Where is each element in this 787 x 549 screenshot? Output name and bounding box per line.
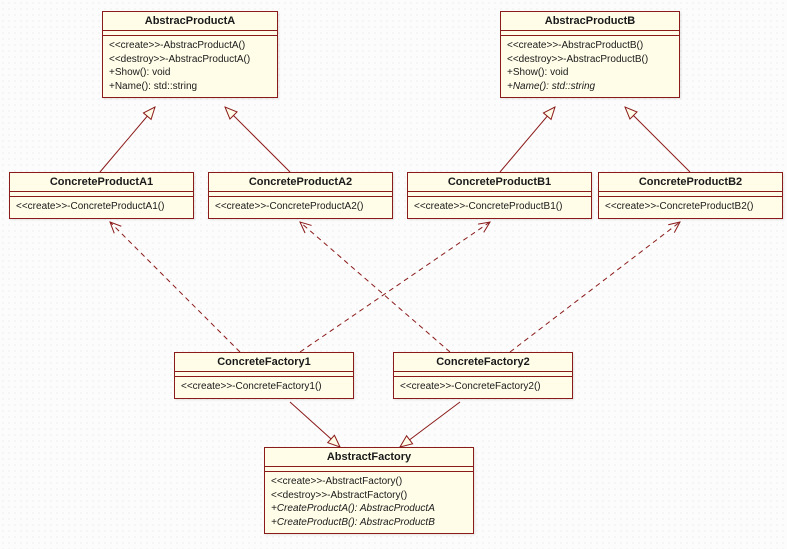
operation-row: <<create>>-AbstracProductB(): [507, 39, 673, 53]
generalization-arrow: [400, 402, 460, 447]
class-concreteFactory2: ConcreteFactory2 <<create>>-ConcreteFacto…: [393, 352, 573, 399]
operation-row: <<create>>-ConcreteFactory1(): [181, 380, 347, 394]
class-title: AbstractFactory: [265, 448, 473, 467]
operation-row: <<destroy>>-AbstracProductA(): [109, 53, 271, 67]
class-abstractFactory: AbstractFactory <<create>>-AbstractFactor…: [264, 447, 474, 534]
class-abstractProductB: AbstracProductB <<create>>-AbstracProduct…: [500, 11, 680, 98]
operation-row: +Show(): void: [109, 66, 271, 80]
dependency-arrow: [300, 222, 450, 352]
class-title: ConcreteFactory2: [394, 353, 572, 372]
class-concreteProductB1: ConcreteProductB1 <<create>>-ConcreteProd…: [407, 172, 592, 219]
generalization-arrow: [290, 402, 340, 447]
generalization-arrow: [625, 107, 690, 172]
operation-row: <<destroy>>-AbstractFactory(): [271, 489, 467, 503]
class-title: ConcreteProductA2: [209, 173, 392, 192]
operations-compartment: <<create>>-ConcreteProductB2(): [599, 197, 782, 218]
operation-row: +CreateProductB(): AbstracProductB: [271, 516, 467, 530]
operations-compartment: <<create>>-ConcreteProductB1(): [408, 197, 591, 218]
class-title: ConcreteProductA1: [10, 173, 193, 192]
class-title: AbstracProductA: [103, 12, 277, 31]
operations-compartment: <<create>>-ConcreteFactory1(): [175, 377, 353, 398]
generalization-arrow: [100, 107, 155, 172]
operation-row: +CreateProductA(): AbstracProductA: [271, 502, 467, 516]
class-title: ConcreteProductB2: [599, 173, 782, 192]
class-title: ConcreteProductB1: [408, 173, 591, 192]
dependency-arrow: [510, 222, 680, 352]
operations-compartment: <<create>>-AbstractFactory()<<destroy>>-…: [265, 472, 473, 533]
dependency-arrow: [300, 222, 490, 352]
operation-row: <<create>>-ConcreteProductB2(): [605, 200, 776, 214]
class-concreteFactory1: ConcreteFactory1 <<create>>-ConcreteFacto…: [174, 352, 354, 399]
operation-row: <<create>>-AbstracProductA(): [109, 39, 271, 53]
operation-row: <<create>>-ConcreteProductB1(): [414, 200, 585, 214]
operation-row: +Name(): std::string: [109, 80, 271, 94]
operation-row: <<create>>-ConcreteProductA1(): [16, 200, 187, 214]
operations-compartment: <<create>>-ConcreteFactory2(): [394, 377, 572, 398]
operation-row: <<create>>-ConcreteFactory2(): [400, 380, 566, 394]
operations-compartment: <<create>>-AbstracProductB()<<destroy>>-…: [501, 36, 679, 97]
operation-row: +Name(): std::string: [507, 80, 673, 94]
operations-compartment: <<create>>-AbstracProductA()<<destroy>>-…: [103, 36, 277, 97]
operations-compartment: <<create>>-ConcreteProductA1(): [10, 197, 193, 218]
operation-row: +Show(): void: [507, 66, 673, 80]
class-title: AbstracProductB: [501, 12, 679, 31]
class-concreteProductA1: ConcreteProductA1 <<create>>-ConcreteProd…: [9, 172, 194, 219]
operation-row: <<create>>-ConcreteProductA2(): [215, 200, 386, 214]
operations-compartment: <<create>>-ConcreteProductA2(): [209, 197, 392, 218]
operation-row: <<destroy>>-AbstracProductB(): [507, 53, 673, 67]
class-concreteProductA2: ConcreteProductA2 <<create>>-ConcreteProd…: [208, 172, 393, 219]
dependency-arrow: [110, 222, 240, 352]
generalization-arrow: [225, 107, 290, 172]
class-abstractProductA: AbstracProductA <<create>>-AbstracProduct…: [102, 11, 278, 98]
class-title: ConcreteFactory1: [175, 353, 353, 372]
operation-row: <<create>>-AbstractFactory(): [271, 475, 467, 489]
class-concreteProductB2: ConcreteProductB2 <<create>>-ConcreteProd…: [598, 172, 783, 219]
generalization-arrow: [500, 107, 555, 172]
